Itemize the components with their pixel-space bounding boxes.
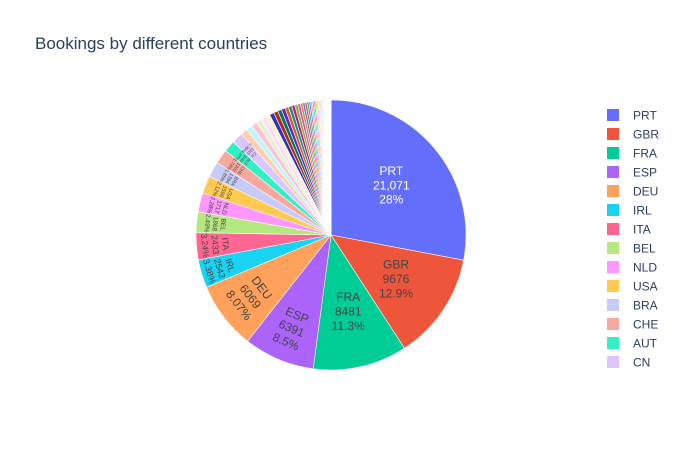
legend-swatch-cn[interactable] bbox=[607, 356, 619, 368]
pie-slices bbox=[195, 99, 467, 371]
legend-swatch-nld[interactable] bbox=[607, 261, 619, 273]
slice-percent-usa: 2.12% bbox=[210, 180, 222, 197]
slice-label-prt: PRT bbox=[379, 164, 403, 178]
slice-percent-fra: 11.3% bbox=[332, 319, 365, 333]
legend-swatch-usa[interactable] bbox=[607, 280, 619, 292]
slice-label-irl: IRL bbox=[223, 257, 237, 273]
slice-value-bel: 1868 bbox=[210, 216, 218, 232]
slice-value-gbr: 9676 bbox=[383, 272, 410, 286]
legend-label-aut[interactable]: AUT bbox=[633, 337, 658, 351]
slice-label-che: CHE bbox=[236, 165, 246, 176]
slice-label-cn: CN bbox=[250, 151, 258, 159]
legend-label-bra[interactable]: BRA bbox=[633, 299, 658, 313]
legend-swatch-deu[interactable] bbox=[607, 185, 619, 197]
legend-label-gbr[interactable]: GBR bbox=[633, 128, 659, 142]
pie-slice-gbr[interactable] bbox=[330, 234, 464, 349]
slice-percent-che: 1.73% bbox=[226, 158, 238, 171]
slice-value-nld: 1717 bbox=[213, 199, 222, 214]
legend-swatch-prt[interactable] bbox=[607, 109, 619, 121]
legend-swatch-aut[interactable] bbox=[607, 337, 619, 349]
slice-percent-ita: 3.24% bbox=[199, 233, 211, 258]
legend-swatch-ita[interactable] bbox=[607, 223, 619, 235]
legend-label-usa[interactable]: USA bbox=[633, 280, 658, 294]
legend-swatch-che[interactable] bbox=[607, 318, 619, 330]
pie-slice-prt[interactable] bbox=[330, 99, 467, 261]
legend-label-ita[interactable]: ITA bbox=[633, 223, 651, 237]
slice-label-bra: BRA bbox=[229, 175, 239, 187]
slice-percent-bel: 2.49% bbox=[202, 214, 211, 233]
slice-label-fra: FRA bbox=[336, 290, 360, 304]
legend-label-cn[interactable]: CN bbox=[633, 356, 650, 370]
slice-value-ita: 2433 bbox=[210, 235, 222, 255]
legend-swatch-bel[interactable] bbox=[607, 242, 619, 254]
slice-value-cn: 1025 bbox=[245, 147, 255, 157]
slice-label-usa: USA bbox=[224, 187, 234, 200]
slice-label-nld: NLD bbox=[220, 202, 229, 216]
slice-percent-aut: 1.37% bbox=[234, 150, 246, 162]
chart-title: Bookings by different countries bbox=[35, 34, 268, 53]
slice-value-bra: 1394 bbox=[224, 172, 235, 185]
legend-swatch-esp[interactable] bbox=[607, 166, 619, 178]
legend-swatch-irl[interactable] bbox=[607, 204, 619, 216]
legend-label-deu[interactable]: DEU bbox=[633, 185, 658, 199]
legend-label-esp[interactable]: ESP bbox=[633, 166, 657, 180]
legend-label-che[interactable]: CHE bbox=[633, 318, 658, 332]
slice-percent-cn: 1.36% bbox=[241, 142, 253, 154]
slice-value-aut: 1033 bbox=[238, 154, 248, 165]
legend-swatch-gbr[interactable] bbox=[607, 128, 619, 140]
legend-label-bel[interactable]: BEL bbox=[633, 242, 656, 256]
pie-slice-fra[interactable] bbox=[312, 234, 405, 371]
legend-swatch-fra[interactable] bbox=[607, 147, 619, 159]
slice-percent-gbr: 12.9% bbox=[379, 286, 413, 300]
slice-label-bel: BEL bbox=[218, 218, 226, 231]
slice-label-aut: AUT bbox=[242, 157, 251, 167]
slice-value-usa: 1596 bbox=[217, 184, 227, 198]
legend-label-irl[interactable]: IRL bbox=[633, 204, 652, 218]
legend-label-nld[interactable]: NLD bbox=[633, 261, 657, 275]
slice-value-fra: 8481 bbox=[335, 305, 362, 319]
slice-value-prt: 21,071 bbox=[373, 178, 410, 192]
slice-label-ita: ITA bbox=[220, 237, 231, 251]
legend-swatch-bra[interactable] bbox=[607, 299, 619, 311]
slice-percent-prt: 28% bbox=[379, 193, 403, 207]
legend-label-prt[interactable]: PRT bbox=[633, 109, 657, 123]
slice-percent-nld: 2.28% bbox=[205, 196, 215, 215]
legend-label-fra[interactable]: FRA bbox=[633, 147, 657, 161]
slice-label-gbr: GBR bbox=[383, 257, 409, 271]
slice-value-che: 1302 bbox=[231, 162, 241, 174]
legend: PRT GBR FRA ESP DEU IRL ITA BEL NLD USA BRA CHE AUT C… bbox=[607, 109, 659, 370]
